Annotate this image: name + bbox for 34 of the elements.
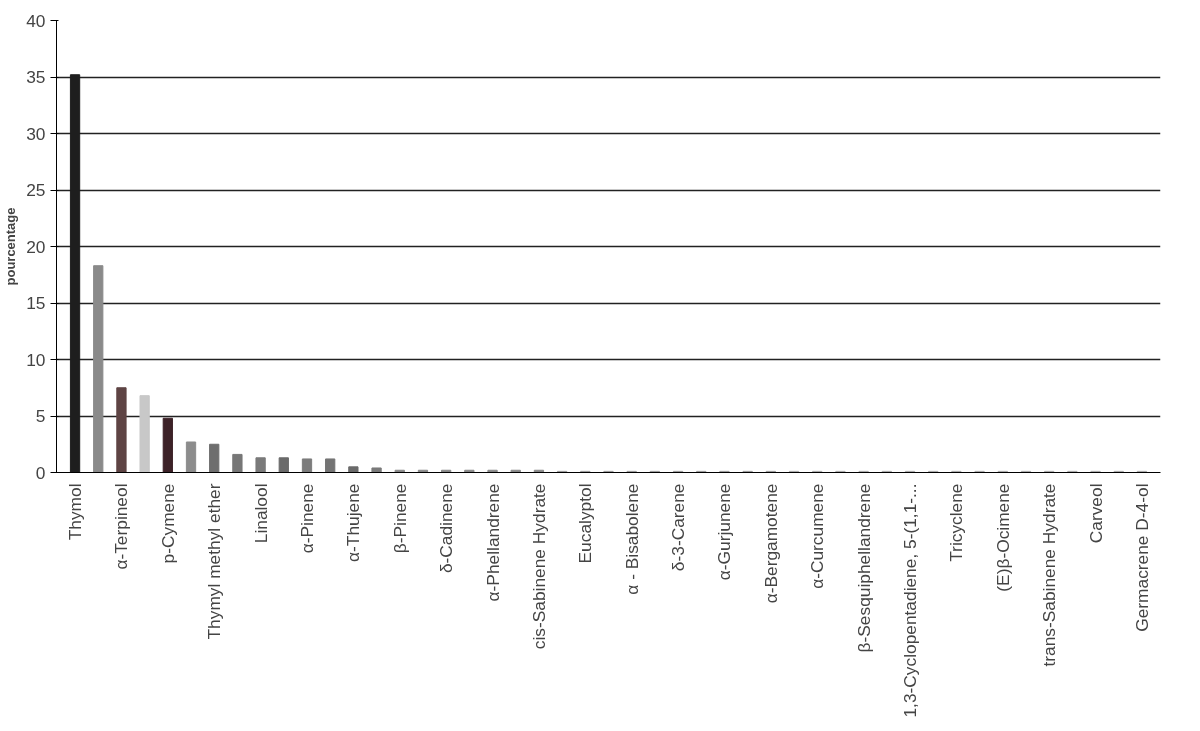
x-tick-label: Germacrene D-4-ol: [1131, 483, 1152, 632]
x-tick-label: Eucalyptol: [575, 483, 596, 564]
x-tick-label: α-Terpineol: [111, 483, 132, 570]
x-tick-label: 1,3-Cyclopentadiene, 5-(1,1-...: [900, 483, 921, 718]
x-tick-label: Thymyl methyl ether: [204, 483, 225, 640]
x-tick-label: α-Phellandrene: [482, 483, 503, 602]
x-tick-label: (E)β-Ocimene: [992, 483, 1013, 592]
y-tick-label: 40: [26, 10, 46, 31]
x-tick-label: Tricyclene: [946, 483, 967, 562]
x-tick-label: p-Cymene: [157, 483, 178, 564]
x-tick-label: α - Bisabolene: [621, 483, 642, 595]
x-tick-label: α-Gurjunene: [714, 483, 735, 581]
x-tick-label: β-Pinene: [389, 483, 410, 554]
y-tick-label: 25: [26, 180, 46, 200]
y-tick-label: 30: [26, 123, 46, 144]
x-tick-label: cis-Sabinene Hydrate: [528, 483, 549, 650]
x-tick-label: β-Sesquiphellandrene: [853, 483, 874, 653]
x-tick-label: α-Thujene: [343, 483, 364, 562]
y-tick-label: 5: [35, 406, 46, 426]
y-tick-label: 20: [26, 236, 46, 257]
y-axis-title: pourcentage: [3, 207, 19, 286]
y-tick-label: 35: [26, 67, 46, 87]
x-tick-label: δ-Cadinene: [436, 483, 457, 574]
x-tick-label: α-Curcumene: [807, 483, 828, 589]
x-tick-label: δ-3-Carene: [668, 483, 689, 572]
y-tick-label: 0: [35, 462, 46, 483]
y-tick-label: 10: [26, 349, 46, 370]
x-tick-label: Carveol: [1085, 483, 1106, 544]
x-tick-label: α-Pinene: [296, 483, 317, 554]
x-tick-label: Linalool: [250, 483, 271, 544]
x-tick-label: α-Bergamotene: [760, 483, 781, 604]
x-tick-label: Thymol: [65, 483, 86, 541]
x-tick-label: trans-Sabinene Hydrate: [1039, 483, 1060, 667]
y-tick-label: 15: [26, 293, 46, 313]
